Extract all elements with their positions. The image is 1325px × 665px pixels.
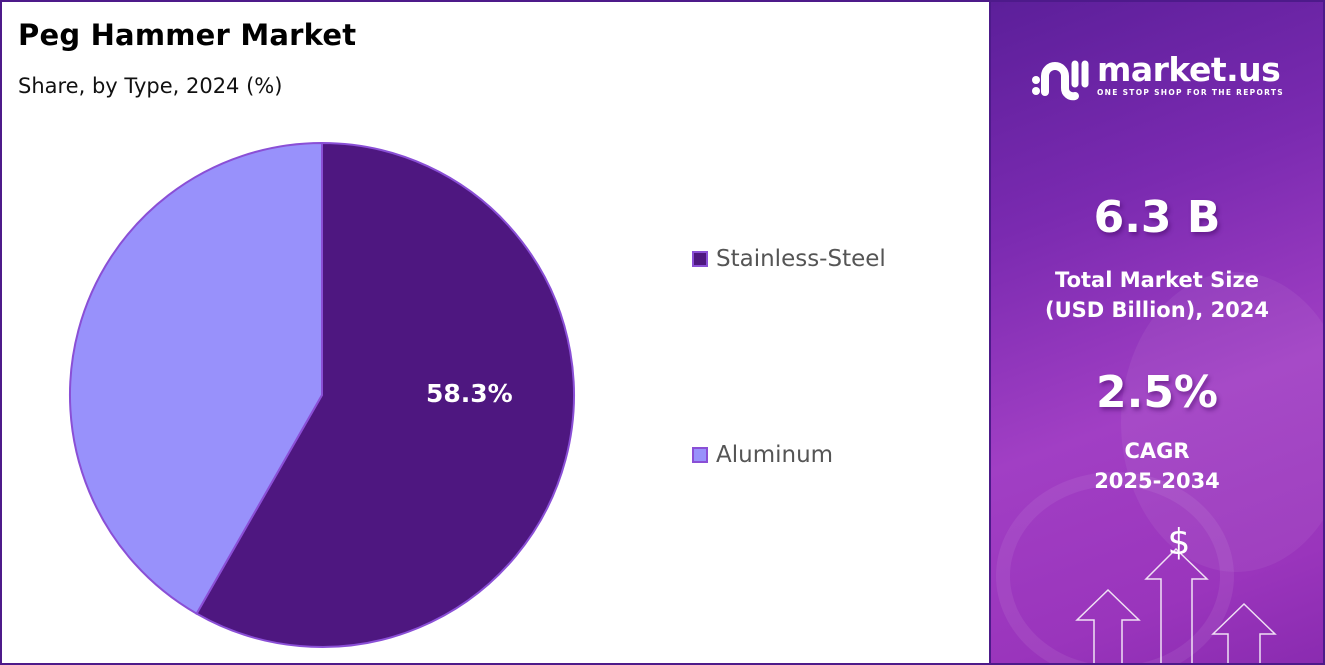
cagr-label-line1: CAGR [1124, 439, 1190, 463]
brand-tagline: ONE STOP SHOP FOR THE REPORTS [1097, 88, 1284, 97]
market-us-logo-icon [1032, 60, 1089, 101]
legend-swatch-aluminum [692, 447, 708, 463]
legend-label: Aluminum [716, 442, 834, 468]
brand-name: market.us [1097, 50, 1281, 89]
chart-subtitle: Share, by Type, 2024 (%) [18, 74, 283, 98]
pie-slice-stainless-steel[interactable] [195, 141, 575, 648]
pie-data-label-stainless-steel: 58.3% [426, 379, 513, 408]
legend-swatch-stainless-steel [692, 251, 708, 267]
market-size-value: 6.3 B [1093, 192, 1221, 243]
pie-slice-aluminum[interactable] [68, 141, 323, 615]
cagr-label-line2: 2025-2034 [1094, 469, 1220, 493]
stats-sidebar: market.us ONE STOP SHOP FOR THE REPORTS … [989, 2, 1323, 663]
legend-item-aluminum[interactable]: Aluminum [692, 442, 833, 468]
legend-label: Stainless-Steel [716, 246, 886, 272]
chart-title: Peg Hammer Market [18, 18, 357, 52]
market-size-label-line2: (USD Billion), 2024 [1044, 298, 1270, 322]
legend-item-stainless-steel[interactable]: Stainless-Steel [692, 246, 886, 272]
chart-panel: Peg Hammer Market Share, by Type, 2024 (… [2, 2, 989, 663]
dollar-icon: $ [1168, 522, 1191, 563]
brand-logo[interactable]: market.us ONE STOP SHOP FOR THE REPORTS [1031, 50, 1284, 102]
growth-arrows-icon: $ [1075, 522, 1277, 663]
cagr-value: 2.5% [1095, 367, 1219, 418]
market-size-label-line1: Total Market Size [1055, 268, 1259, 292]
pie-chart [68, 141, 575, 648]
